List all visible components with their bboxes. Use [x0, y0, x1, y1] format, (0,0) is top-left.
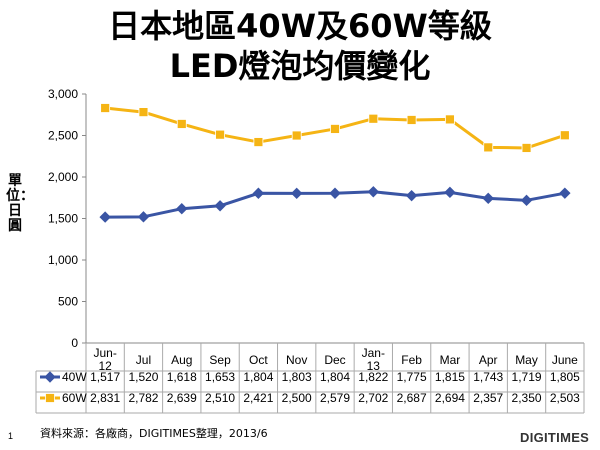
data-label: 1,805 — [550, 370, 580, 384]
data-label: 2,687 — [397, 391, 427, 405]
data-label: 2,500 — [282, 391, 312, 405]
data-label: 1,803 — [282, 370, 312, 384]
x-tick-label: Oct — [249, 353, 268, 367]
x-tick-label: Mar — [440, 353, 461, 367]
data-point-40W — [290, 187, 303, 200]
data-label: 1,822 — [358, 370, 388, 384]
data-label: 1,520 — [128, 370, 158, 384]
data-point-60W — [291, 130, 302, 141]
data-label: 1,653 — [205, 370, 235, 384]
page-number: 1 — [8, 431, 14, 441]
data-label: 1,743 — [473, 370, 503, 384]
legend-marker — [45, 393, 55, 403]
data-point-60W — [406, 115, 417, 125]
x-tick-label: Jun-12 — [93, 346, 116, 373]
data-label: 2,831 — [90, 391, 120, 405]
data-label: 1,804 — [320, 370, 350, 384]
legend-marker — [44, 371, 56, 383]
data-point-60W — [253, 137, 264, 147]
data-point-40W — [176, 202, 188, 215]
digitimes-logo: DIGITIMES — [520, 430, 590, 445]
data-label: 2,702 — [358, 391, 388, 405]
data-point-40W — [137, 211, 150, 223]
x-tick-label: Apr — [479, 353, 498, 367]
data-point-40W — [214, 200, 226, 212]
data-point-40W — [252, 187, 265, 199]
data-label: 1,775 — [397, 370, 427, 384]
y-tick-label: 1,000 — [48, 253, 78, 267]
data-label: 1,815 — [435, 370, 465, 384]
data-label: 1,618 — [167, 370, 197, 384]
legend-label: 60W — [62, 391, 87, 405]
data-label: 2,782 — [128, 391, 158, 405]
data-point-60W — [330, 124, 340, 134]
data-point-60W — [138, 107, 149, 117]
x-tick-label: Nov — [286, 353, 307, 367]
data-label: 2,579 — [320, 391, 350, 405]
data-point-60W — [559, 130, 570, 141]
data-label: 1,804 — [243, 370, 273, 384]
y-tick-label: 3,000 — [48, 87, 78, 101]
x-tick-label: Jul — [136, 353, 151, 367]
x-tick-label: Aug — [171, 353, 192, 367]
data-point-60W — [368, 113, 379, 124]
legend-label: 40W — [62, 370, 87, 384]
x-tick-label: Jan-13 — [362, 346, 385, 373]
data-label: 1,517 — [90, 370, 120, 384]
y-tick-label: 500 — [58, 295, 78, 309]
data-point-60W — [176, 119, 187, 129]
data-point-40W — [329, 187, 341, 199]
data-point-40W — [99, 211, 111, 223]
data-label: 1,719 — [512, 370, 542, 384]
x-tick-label: Dec — [324, 353, 345, 367]
y-tick-label: 2,000 — [48, 170, 78, 184]
x-tick-label: May — [515, 353, 538, 367]
data-label: 2,510 — [205, 391, 235, 405]
x-tick-label: Sep — [209, 353, 231, 367]
data-label: 2,421 — [243, 391, 273, 405]
data-label: 2,639 — [167, 391, 197, 405]
chart-title-line1: 日本地區40W及60W等級 — [108, 7, 492, 45]
data-point-40W — [405, 189, 418, 202]
data-point-40W — [367, 186, 380, 198]
y-tick-label: 0 — [71, 336, 78, 350]
data-point-40W — [482, 192, 494, 205]
data-label: 2,350 — [512, 391, 542, 405]
data-point-60W — [100, 103, 111, 113]
data-label: 2,503 — [550, 391, 580, 405]
x-tick-label: Feb — [401, 353, 422, 367]
data-point-60W — [215, 129, 225, 140]
data-point-60W — [483, 142, 494, 153]
data-label: 2,357 — [473, 391, 503, 405]
data-point-40W — [559, 187, 571, 199]
y-tick-label: 2,500 — [48, 129, 78, 143]
data-point-40W — [444, 186, 456, 199]
source-note: 資料來源：各廠商，DIGITIMES整理，2013/6 — [40, 427, 268, 440]
chart-title-line2: LED燈泡均價變化 — [169, 47, 431, 85]
data-point-60W — [521, 143, 532, 153]
x-tick-label: June — [552, 353, 578, 367]
data-point-60W — [445, 114, 455, 125]
data-label: 2,694 — [435, 391, 465, 405]
y-tick-label: 1,500 — [48, 212, 78, 226]
data-point-40W — [520, 194, 533, 207]
